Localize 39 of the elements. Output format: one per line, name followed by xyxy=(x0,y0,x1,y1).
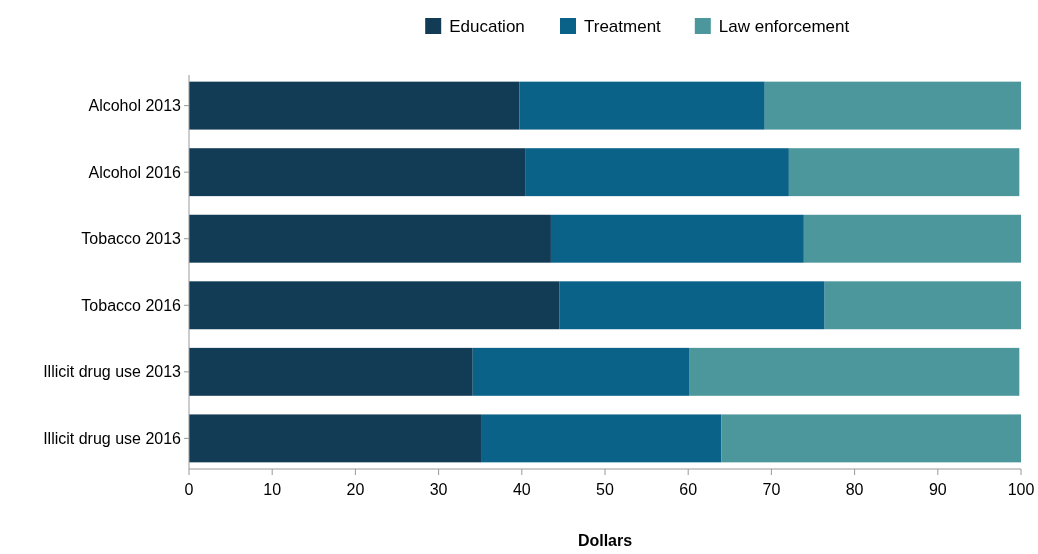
y-tick-label: Alcohol 2013 xyxy=(88,97,182,115)
bar xyxy=(559,281,825,330)
bar xyxy=(189,148,526,197)
bar xyxy=(189,214,551,263)
bar xyxy=(550,214,804,263)
x-tick-label: 70 xyxy=(762,481,781,498)
bar xyxy=(721,414,1021,463)
x-tick-label: 10 xyxy=(263,481,282,498)
bar xyxy=(519,81,765,130)
bar xyxy=(189,281,560,330)
x-axis-title: Dollars xyxy=(577,532,633,549)
x-tick-label: 0 xyxy=(184,481,194,498)
bar xyxy=(472,347,690,396)
bar xyxy=(189,81,520,130)
y-tick-label: Tobacco 2016 xyxy=(81,296,182,314)
x-tick-label: 80 xyxy=(845,481,864,498)
bar xyxy=(189,414,482,463)
bar xyxy=(189,347,473,396)
bar xyxy=(788,148,1020,197)
x-tick-label: 20 xyxy=(346,481,365,498)
x-tick-label: 50 xyxy=(596,481,614,498)
legend-label: Law enforcement xyxy=(718,16,850,36)
y-tick-label: Illicit drug use 2016 xyxy=(43,429,182,447)
bar xyxy=(764,81,1021,130)
x-tick-label: 90 xyxy=(928,481,947,498)
bar xyxy=(525,148,789,197)
y-tick-label: Alcohol 2016 xyxy=(88,163,182,181)
x-tick-label: 30 xyxy=(429,481,448,498)
x-tick-label: 60 xyxy=(679,481,698,498)
bar xyxy=(689,347,1020,396)
bar xyxy=(481,414,722,463)
x-tick-label: 40 xyxy=(512,481,531,498)
legend-label: Education xyxy=(449,16,525,36)
y-tick-label: Illicit drug use 2013 xyxy=(43,363,182,381)
bar xyxy=(803,214,1021,263)
legend-label: Treatment xyxy=(584,16,662,36)
x-tick-label: 100 xyxy=(1007,481,1035,498)
y-tick-label: Tobacco 2013 xyxy=(81,230,182,248)
bar xyxy=(824,281,1021,330)
